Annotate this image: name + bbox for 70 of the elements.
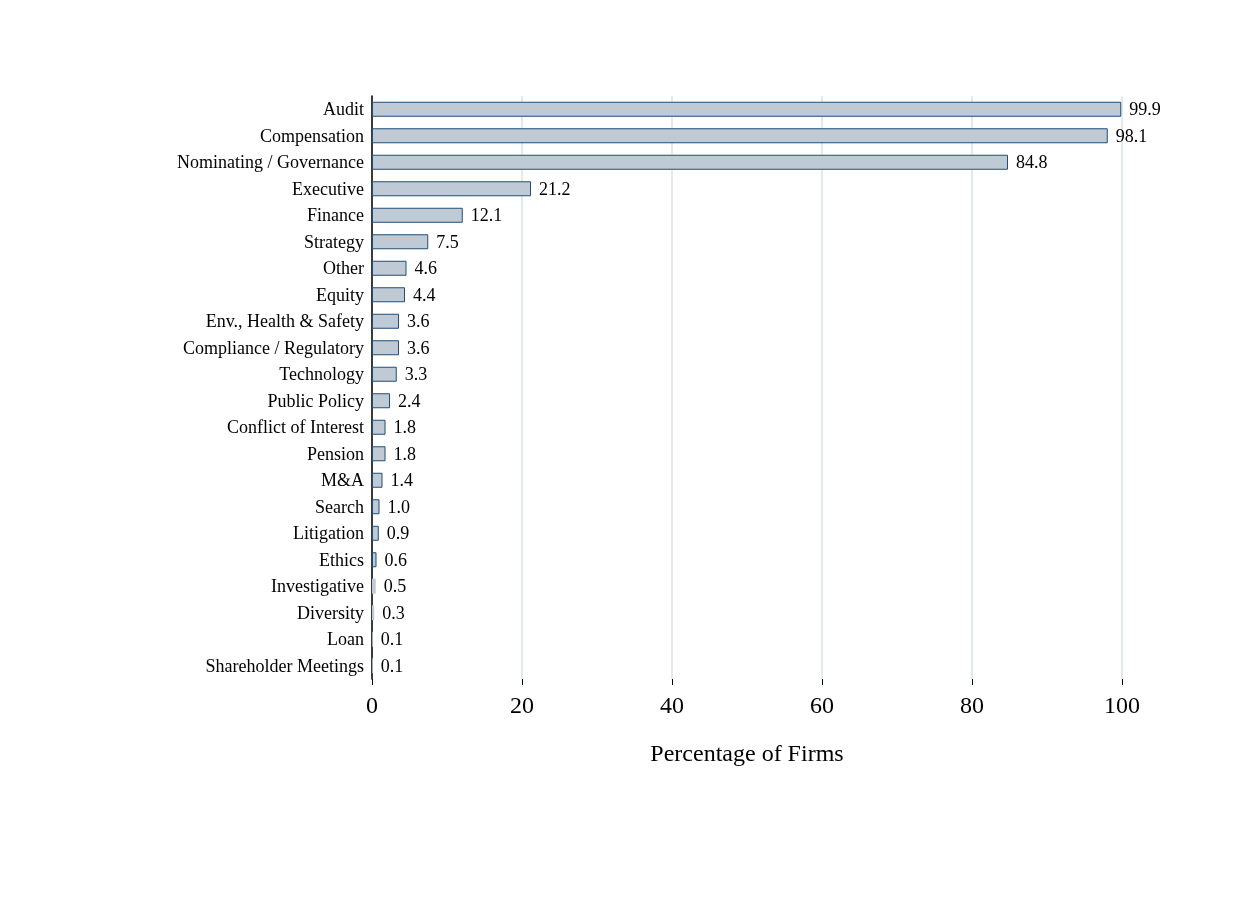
bar bbox=[372, 393, 390, 409]
bar bbox=[372, 340, 399, 356]
y-tick-label: Public Policy bbox=[267, 390, 364, 411]
data-label: 0.5 bbox=[383, 576, 407, 597]
bar bbox=[372, 287, 405, 303]
data-label: 3.6 bbox=[407, 311, 430, 332]
bar bbox=[372, 154, 1008, 170]
x-tick-label: 0 bbox=[366, 692, 378, 718]
y-tick-label: Loan bbox=[327, 629, 364, 650]
bar bbox=[372, 260, 407, 276]
bar bbox=[372, 234, 429, 250]
bar bbox=[372, 419, 386, 435]
bar bbox=[372, 207, 463, 223]
y-tick-label: Search bbox=[315, 496, 364, 517]
data-label: 1.4 bbox=[390, 470, 413, 491]
y-tick-label: Pension bbox=[306, 443, 364, 464]
data-label: 12.1 bbox=[470, 205, 503, 226]
y-tick-label: Technology bbox=[279, 364, 364, 385]
y-tick-label: Diversity bbox=[297, 602, 364, 623]
data-label: 99.9 bbox=[1129, 99, 1161, 120]
data-label: 4.4 bbox=[413, 284, 436, 305]
data-label: 4.6 bbox=[414, 258, 437, 279]
data-label: 2.4 bbox=[398, 390, 421, 411]
y-tick-label: Strategy bbox=[304, 231, 364, 252]
data-label: 1.0 bbox=[387, 496, 410, 517]
x-tick-label: 20 bbox=[510, 692, 534, 718]
y-tick-label: M&A bbox=[320, 470, 364, 491]
y-tick-label: Finance bbox=[307, 205, 365, 226]
data-label: 0.3 bbox=[382, 602, 405, 623]
y-tick-label: Audit bbox=[322, 99, 364, 120]
bar bbox=[372, 499, 380, 515]
bar bbox=[372, 472, 383, 488]
data-label: 0.9 bbox=[386, 523, 410, 544]
data-label: 84.8 bbox=[1016, 152, 1048, 173]
bar bbox=[372, 552, 377, 568]
x-tick-label: 40 bbox=[660, 692, 684, 718]
y-tick-label: Equity bbox=[316, 284, 364, 305]
bar bbox=[372, 101, 1122, 117]
data-label: 21.2 bbox=[539, 178, 571, 199]
bar bbox=[372, 578, 376, 594]
bar bbox=[372, 128, 1108, 144]
y-tick-label: Shareholder Meetings bbox=[205, 655, 364, 676]
y-tick-label: Env., Health & Safety bbox=[205, 311, 364, 332]
y-tick-label: Investigative bbox=[271, 576, 364, 597]
y-tick-label: Nominating / Governance bbox=[177, 152, 364, 173]
x-tick-label: 100 bbox=[1104, 692, 1140, 718]
data-label: 1.8 bbox=[393, 443, 416, 464]
bar bbox=[372, 366, 397, 382]
x-axis-title: Percentage of Firms bbox=[650, 740, 844, 766]
bar bbox=[372, 525, 379, 541]
y-tick-label: Compliance / Regulatory bbox=[183, 337, 364, 358]
y-tick-label: Other bbox=[323, 258, 364, 279]
bar bbox=[372, 446, 386, 462]
y-tick-label: Conflict of Interest bbox=[227, 417, 364, 438]
bar bbox=[372, 181, 531, 197]
data-label: 0.1 bbox=[380, 655, 404, 676]
data-label: 0.1 bbox=[380, 629, 404, 650]
bar bbox=[372, 313, 399, 329]
y-tick-label: Executive bbox=[292, 178, 365, 199]
y-tick-label: Litigation bbox=[293, 523, 364, 544]
x-tick-label: 60 bbox=[810, 692, 834, 718]
y-tick-label: Ethics bbox=[319, 549, 364, 570]
x-tick-label: 80 bbox=[960, 692, 984, 718]
data-label: 7.5 bbox=[436, 231, 459, 252]
data-label: 3.3 bbox=[404, 364, 428, 385]
data-label: 0.6 bbox=[384, 549, 407, 570]
data-label: 3.6 bbox=[407, 337, 430, 358]
data-label: 1.8 bbox=[393, 417, 416, 438]
data-label: 98.1 bbox=[1115, 125, 1148, 146]
y-tick-label: Compensation bbox=[260, 125, 364, 146]
